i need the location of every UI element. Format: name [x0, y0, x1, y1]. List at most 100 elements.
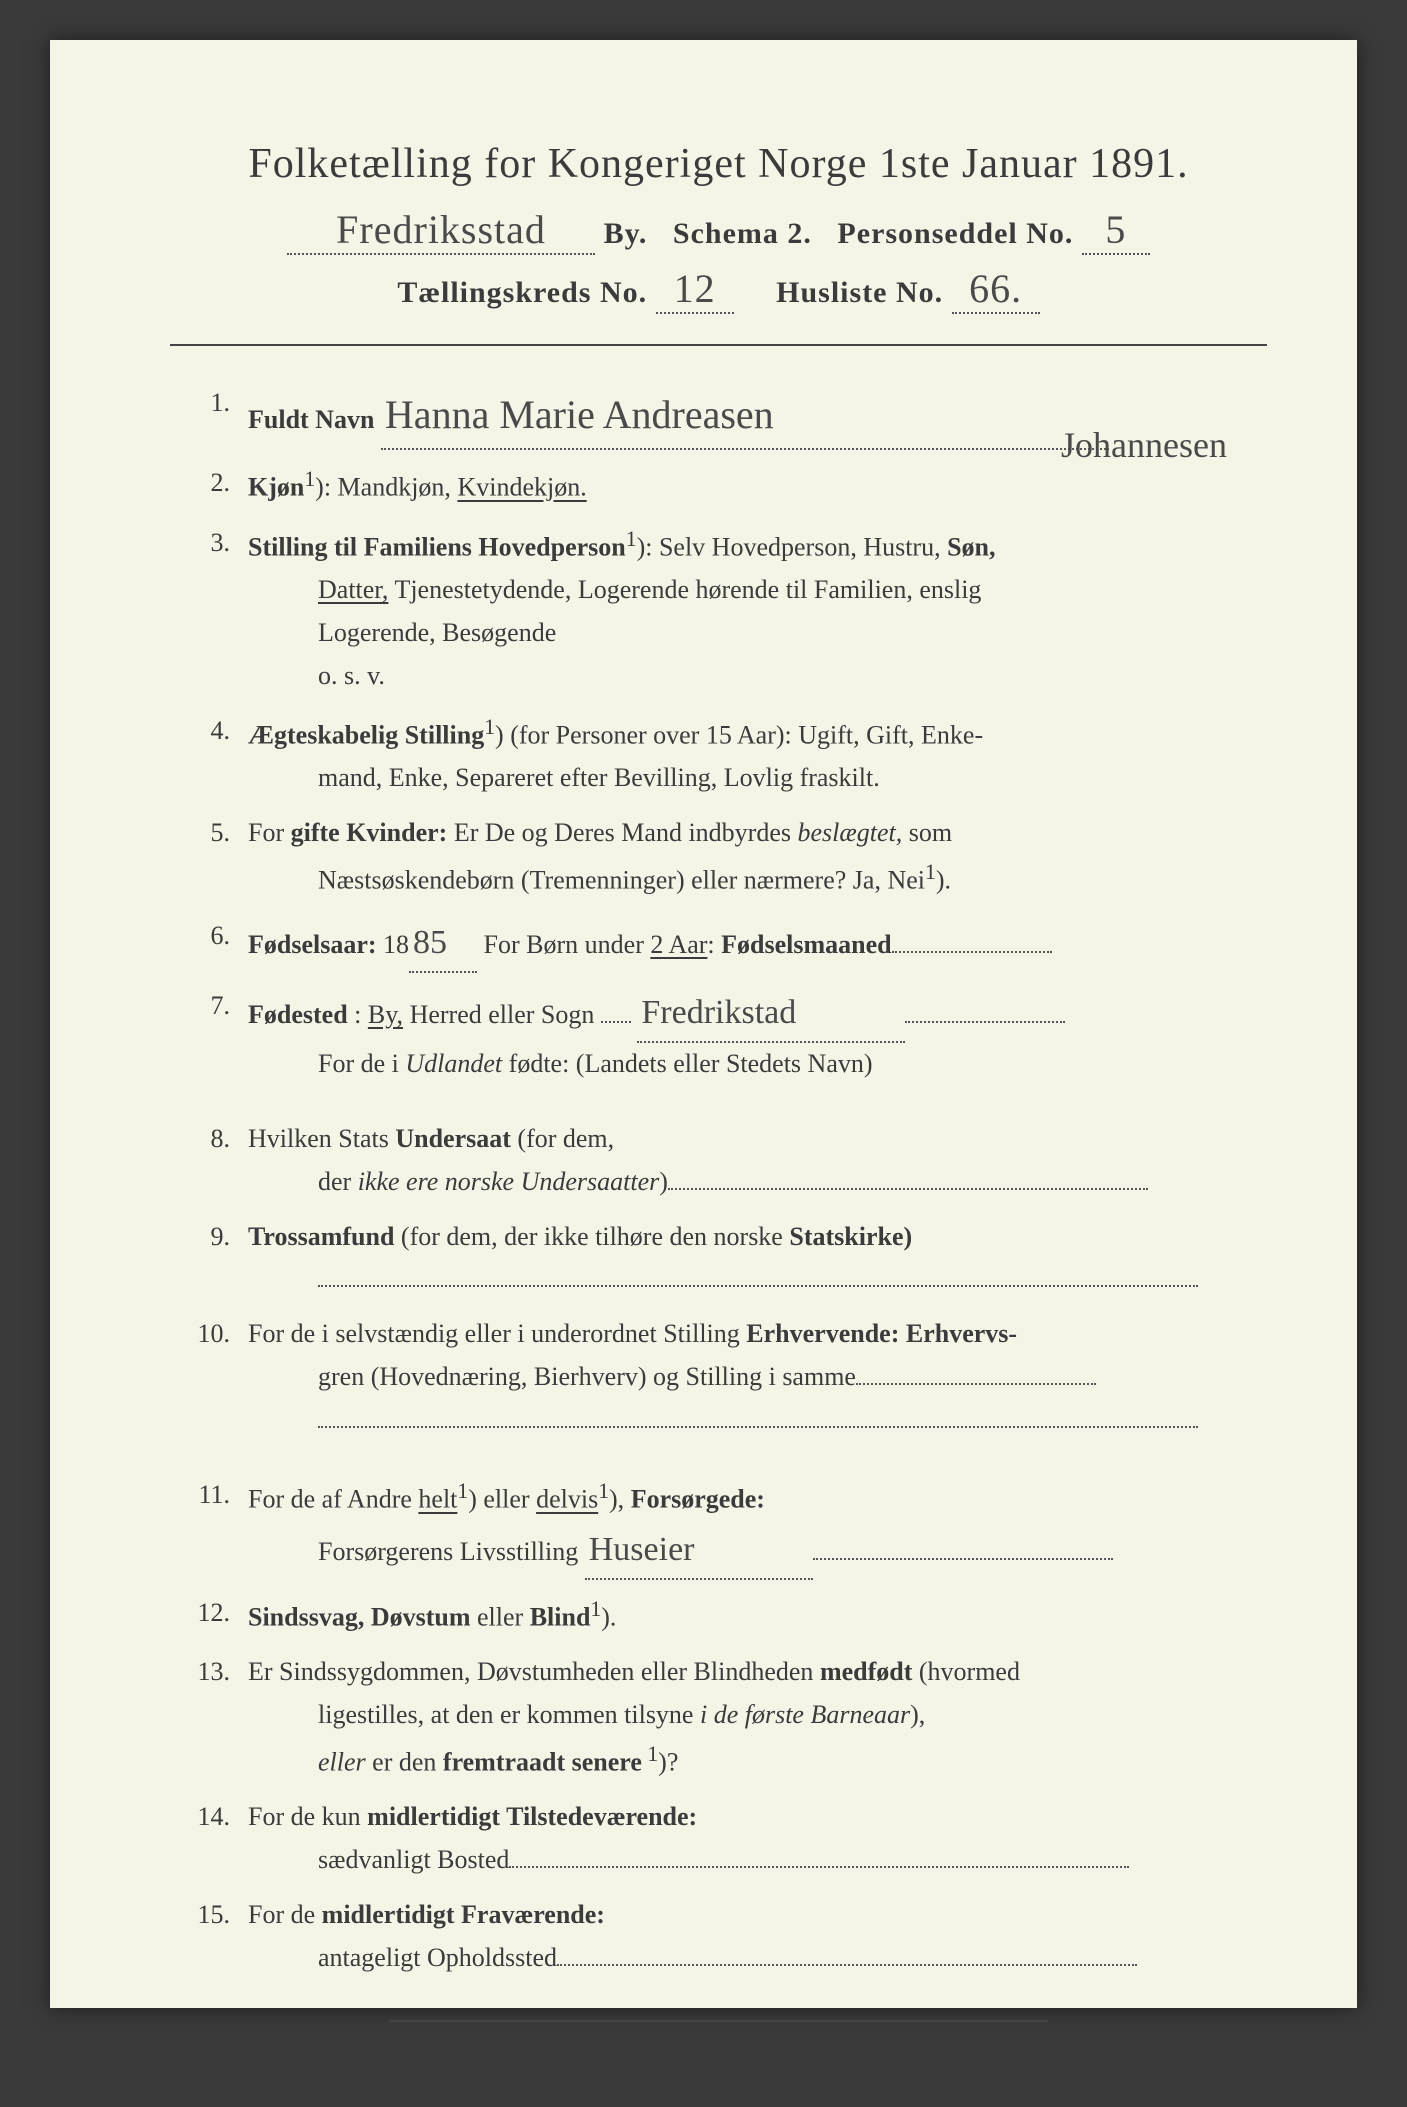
personseddel-number: 5 [1082, 206, 1150, 255]
subtitle-row-1: Fredriksstad By. Schema 2. Personseddel … [170, 206, 1267, 255]
underlined-value: Datter, [318, 575, 388, 604]
full-name-line2-handwritten: Johannesen [1061, 416, 1227, 475]
text: ) (for Personer over 15 Aar): Ugift, Gif… [495, 720, 983, 749]
text-bold: Søn, [947, 532, 995, 561]
dotted-fill [509, 1866, 1129, 1868]
text-bold: fremtraadt senere [443, 1748, 642, 1777]
by-label: By. [604, 217, 648, 250]
text-em: i de første Barneaar [700, 1700, 910, 1729]
footnote-ref: 1 [590, 1597, 601, 1621]
text-bold: midlertidigt Tilstedeværende: [367, 1802, 697, 1831]
text-bold: Fødselsmaaned [721, 930, 891, 959]
text: (for dem, der ikke tilhøre den norske [394, 1222, 789, 1251]
item-8: 8. Hvilken Stats Undersaat (for dem, der… [170, 1118, 1267, 1204]
item-number: 2. [170, 462, 248, 510]
underlined-value: Kvindekjøn. [457, 473, 586, 502]
text: For de i [318, 1049, 405, 1078]
item-number: 6. [170, 915, 248, 973]
text: sædvanligt Bosted [318, 1845, 509, 1874]
text-em: Udlandet [405, 1049, 502, 1078]
census-form: Folketælling for Kongeriget Norge 1ste J… [50, 40, 1357, 2008]
text-em: ikke ere norske Undersaatter [358, 1167, 660, 1196]
field-label: Fødselsaar: [248, 930, 377, 959]
text-bold: Statskirke) [789, 1222, 912, 1251]
item-number: 13. [170, 1651, 248, 1784]
text: ) eller [468, 1485, 536, 1514]
text: )? [658, 1748, 678, 1777]
underlined-text: helt [418, 1485, 457, 1514]
item-5: 5. For gifte Kvinder: Er De og Deres Man… [170, 812, 1267, 902]
text: 18 [377, 930, 410, 959]
item-14: 14. For de kun midlertidigt Tilstedevære… [170, 1796, 1267, 1882]
page-background: Folketælling for Kongeriget Norge 1ste J… [0, 0, 1407, 2048]
footnote-ref: 1 [925, 860, 936, 884]
text-bold: Forsørgede: [631, 1485, 765, 1514]
item-number: 14. [170, 1796, 248, 1882]
item-6: 6. Fødselsaar: 1885 For Børn under 2 Aar… [170, 915, 1267, 973]
item-3: 3. Stilling til Familiens Hovedperson1):… [170, 522, 1267, 698]
main-title: Folketælling for Kongeriget Norge 1ste J… [170, 140, 1267, 188]
item-10: 10. For de i selvstændig eller i underor… [170, 1313, 1267, 1442]
footnote: 1) De for hvert Tilfælde passende Ord un… [170, 2072, 1267, 2107]
text: Næstsøskendebørn (Tremenninger) eller næ… [318, 866, 925, 895]
text-bold: Trossamfund [248, 1222, 394, 1251]
provider-occupation-handwritten: Huseier [585, 1522, 813, 1580]
text: Logerende, Besøgende [318, 612, 1267, 655]
item-number: 7. [170, 985, 248, 1086]
field-label: Fuldt Navn [248, 405, 374, 434]
divider [170, 344, 1267, 346]
text: Hvilken Stats [248, 1124, 395, 1153]
underlined-text: delvis [536, 1485, 598, 1514]
item-4: 4. Ægteskabelig Stilling1) (for Personer… [170, 710, 1267, 800]
dotted-fill [557, 1964, 1137, 1966]
item-number: 5. [170, 812, 248, 902]
dotted-fill [856, 1383, 1096, 1385]
item-9: 9. Trossamfund (for dem, der ikke tilhør… [170, 1216, 1267, 1302]
text: For de kun [248, 1802, 367, 1831]
text: eller [471, 1602, 530, 1631]
birth-year-handwritten: 85 [409, 915, 477, 973]
dotted-fill [892, 951, 1052, 953]
text: fødte: (Landets eller Stedets Navn) [502, 1049, 872, 1078]
text-bold: midlertidigt Fraværende: [322, 1900, 605, 1929]
text-em: eller [318, 1748, 366, 1777]
footnote-text: ) De for hvert Tilfælde passende Ord und… [397, 2079, 1054, 2106]
item-12: 12. Sindssvag, Døvstum eller Blind1). [170, 1592, 1267, 1640]
text: Herred eller Sogn [403, 1000, 594, 1029]
text: ), [609, 1485, 631, 1514]
item-11: 11. For de af Andre helt1) eller delvis1… [170, 1474, 1267, 1580]
kreds-number: 12 [656, 265, 734, 314]
personseddel-label: Personseddel No. [837, 217, 1073, 250]
text: (hvormed [912, 1657, 1020, 1686]
text: Er Sindssygdommen, Døvstumheden eller Bl… [248, 1657, 820, 1686]
dotted-fill [318, 1285, 1198, 1287]
underlined-value: By, [368, 1000, 403, 1029]
item-number: 15. [170, 1894, 248, 1980]
text: : [707, 930, 721, 959]
divider [389, 2020, 1047, 2022]
footnote-mark: 1 [383, 2072, 397, 2096]
footnote-ref: 1 [626, 527, 637, 551]
footnote-ref: 1 [304, 467, 315, 491]
kreds-label: Tællingskreds No. [397, 276, 647, 309]
footnote-ref: 1 [598, 1479, 609, 1503]
text: er den [366, 1748, 443, 1777]
text-bold: Undersaat [395, 1124, 511, 1153]
text: ). [601, 1602, 616, 1631]
text: der [318, 1167, 358, 1196]
dotted-fill [318, 1426, 1198, 1428]
text-bold: medfødt [820, 1657, 912, 1686]
text: : [348, 1000, 368, 1029]
text: Tjenestetydende, Logerende hørende til F… [388, 575, 981, 604]
text: ): Selv Hovedperson, Hustru, [637, 532, 948, 561]
underlined-text: 2 Aar [650, 930, 707, 959]
field-label: Ægteskabelig Stilling [248, 720, 484, 749]
item-number: 11. [170, 1474, 248, 1580]
city-name-handwritten: Fredriksstad [287, 206, 595, 255]
item-number: 1. [170, 382, 248, 450]
text-bold: Erhvervende: Erhvervs- [746, 1319, 1017, 1348]
dotted-fill [905, 1021, 1065, 1023]
text-bold: Blind [530, 1602, 591, 1631]
footnote-ref: 1 [484, 715, 495, 739]
text: (for dem, [511, 1124, 614, 1153]
